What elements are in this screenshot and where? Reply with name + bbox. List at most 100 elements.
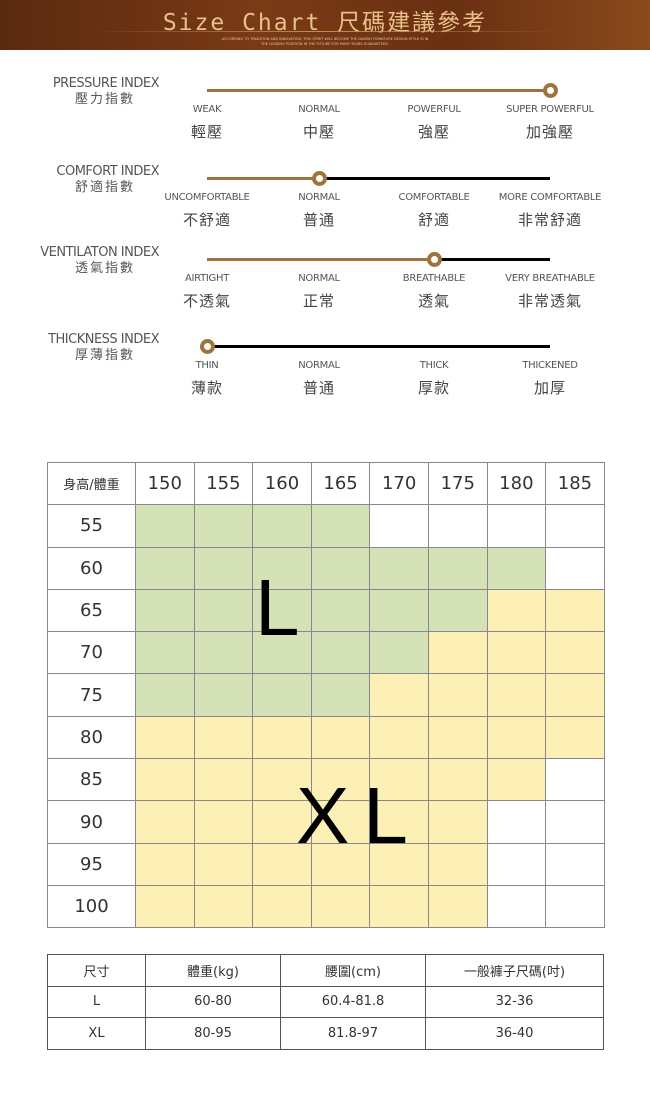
cell-empty — [545, 546, 605, 590]
index-level: THICKENED 加厚 — [480, 360, 620, 398]
grid-row: 65 — [47, 588, 605, 633]
slider-knob — [543, 83, 558, 98]
cell-size-xl — [310, 842, 371, 886]
cell-size-l — [310, 546, 371, 590]
cell-size-xl — [427, 842, 488, 886]
slider-fill — [207, 89, 550, 92]
cell-size-xl — [486, 758, 547, 802]
height-header: 155 — [193, 461, 254, 506]
cell-size-xl — [369, 715, 429, 760]
header-banner: Size Chart 尺碼建議參考 ACCORDING TO TRADITION… — [0, 0, 650, 50]
index-name-zh: 厚薄指數 — [74, 348, 135, 363]
level-zh: 強壓 — [417, 123, 450, 141]
cell-size-l — [252, 588, 312, 633]
cell-size-l — [427, 588, 488, 633]
index-name-zh: 舒適指數 — [74, 180, 135, 195]
level-zh: 不透氣 — [182, 292, 231, 310]
index-level: NORMAL 中壓 — [249, 104, 389, 142]
table-cell: 32-36 — [425, 985, 604, 1019]
cell-size-l — [427, 546, 488, 590]
slider-fill — [207, 258, 434, 261]
cell-size-l — [193, 673, 254, 717]
table-row: XL 80-95 81.8-97 36-40 — [47, 1017, 604, 1050]
cell-size-xl — [193, 842, 254, 886]
cell-size-xl — [545, 673, 605, 717]
height-header: 175 — [427, 461, 488, 506]
weight-header: 80 — [47, 715, 136, 760]
cell-size-xl — [427, 758, 488, 802]
cell-size-xl — [193, 800, 254, 844]
cell-size-xl — [369, 673, 429, 717]
height-header: 150 — [135, 461, 195, 506]
grid-row: 55 — [47, 504, 605, 548]
level-en: VERY BREATHABLE — [505, 273, 595, 284]
slider-fill — [207, 177, 319, 180]
grid-row: 60 — [47, 546, 605, 590]
cell-empty — [369, 504, 429, 548]
cell-empty — [486, 842, 547, 886]
index-level: SUPER POWERFUL 加強壓 — [480, 104, 620, 142]
grid-row: 90 — [47, 800, 605, 844]
index-level: BREATHABLE 透氣 — [364, 273, 504, 311]
cell-empty — [486, 504, 547, 548]
cell-size-xl — [252, 800, 312, 844]
level-en: SUPER POWERFUL — [506, 104, 594, 115]
cell-size-xl — [252, 884, 312, 929]
index-level: THICK 厚款 — [364, 360, 504, 398]
index-slider — [207, 83, 558, 98]
level-en: NORMAL — [298, 104, 340, 115]
index-level: AIRTIGHT 不透氣 — [137, 273, 277, 311]
index-name: VENTILATON INDEX 透氣指數 — [0, 245, 159, 277]
level-zh: 非常舒適 — [517, 211, 582, 229]
index-level: MORE COMFORTABLE 非常舒適 — [480, 192, 620, 230]
size-label-xl: XL — [296, 771, 422, 860]
index-name-en: THICKNESS INDEX — [48, 332, 159, 347]
level-zh: 輕壓 — [190, 123, 223, 141]
level-en: THIN — [195, 360, 219, 371]
cell-size-xl — [486, 588, 547, 633]
cell-empty — [486, 884, 547, 929]
cell-size-l — [310, 631, 371, 675]
index-level: WEAK 輕壓 — [137, 104, 277, 142]
table-header: 腰圍(cm) — [280, 954, 426, 987]
level-en: WEAK — [192, 104, 222, 115]
cell-size-xl — [252, 842, 312, 886]
cell-size-l — [193, 504, 254, 548]
table-header: 尺寸 — [47, 954, 146, 987]
cell-size-xl — [252, 758, 312, 802]
divider — [90, 31, 560, 32]
level-zh: 加強壓 — [525, 123, 574, 141]
level-en: NORMAL — [298, 360, 340, 371]
weight-header: 55 — [47, 504, 136, 548]
cell-size-xl — [427, 631, 488, 675]
level-zh: 中壓 — [302, 123, 335, 141]
index-name-en: PRESSURE INDEX — [52, 76, 160, 91]
index-level: POWERFUL 強壓 — [364, 104, 504, 142]
slider-knob — [427, 252, 442, 267]
level-en: MORE COMFORTABLE — [498, 192, 602, 203]
index-level: NORMAL 正常 — [249, 273, 389, 311]
subtitle-line: ACCORDING TO TRADITION AND INNOVATION, T… — [221, 37, 429, 41]
cell-size-l — [252, 673, 312, 717]
index-level: NORMAL 普通 — [249, 360, 389, 398]
index-slider — [200, 339, 550, 354]
cell-size-xl — [135, 715, 195, 760]
table-cell: 36-40 — [425, 1017, 604, 1050]
cell-empty — [427, 504, 488, 548]
cell-size-xl — [369, 842, 429, 886]
cell-size-xl — [310, 758, 371, 802]
cell-size-xl — [252, 715, 312, 760]
grid-row: 70 — [47, 631, 605, 675]
level-en: THICK — [419, 360, 449, 371]
grid-corner: 身高/體重 — [47, 461, 136, 506]
table-header-row: 尺寸 體重(kg) 腰圍(cm) 一般褲子尺碼(吋) — [47, 954, 604, 987]
cell-size-xl — [545, 715, 605, 760]
weight-header: 85 — [47, 758, 136, 802]
slider-knob — [200, 339, 215, 354]
cell-size-xl — [310, 884, 371, 929]
cell-size-l — [135, 588, 195, 633]
cell-size-l — [252, 504, 312, 548]
table-cell: 60.4-81.8 — [280, 985, 426, 1019]
level-zh: 普通 — [302, 211, 335, 229]
cell-size-xl — [193, 758, 254, 802]
